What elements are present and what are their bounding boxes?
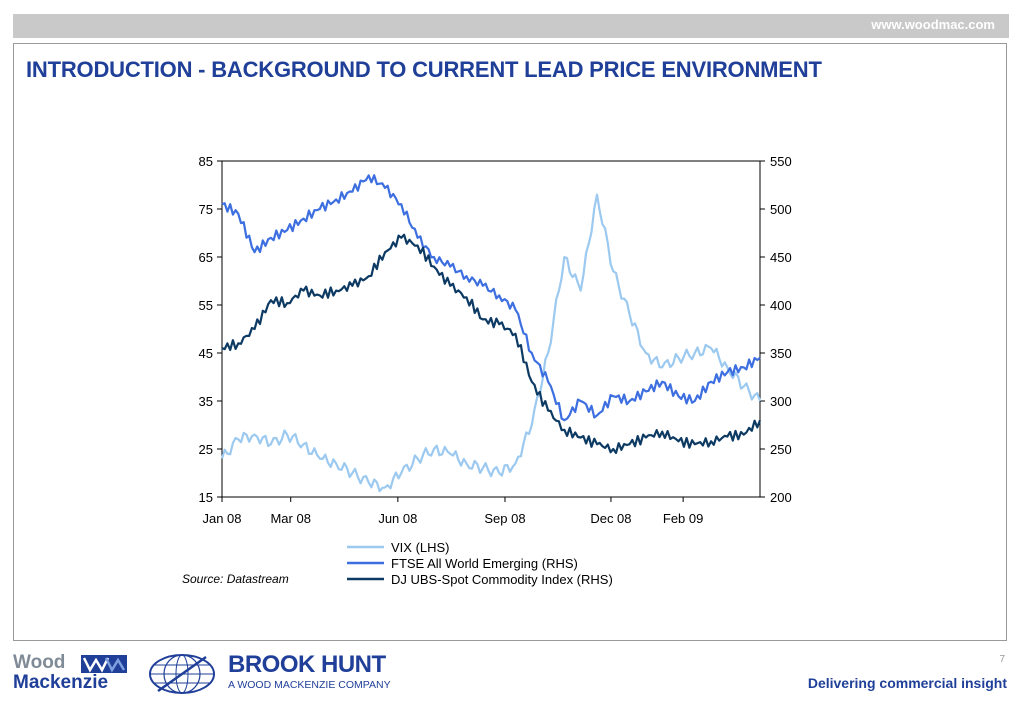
slide-title: INTRODUCTION - BACKGROUND TO CURRENT LEA… [26,57,822,82]
legend-label: VIX (LHS) [391,540,450,555]
y-right-tick-label: 200 [770,490,792,505]
y-right-tick-label: 300 [770,394,792,409]
slide-frame [13,43,1007,641]
series-line-2 [221,174,761,422]
x-tick-label: Jan 08 [202,511,241,526]
y-left-tick-label: 55 [199,298,213,313]
x-tick-label: Jun 08 [378,511,417,526]
page-number: 7 [999,654,1005,665]
y-right-tick-label: 450 [770,250,792,265]
y-left-tick-label: 25 [199,442,213,457]
source-note: Source: Datastream [182,572,289,586]
y-left-tick-label: 65 [199,250,213,265]
top-bar: www.woodmac.com [13,14,1009,38]
series-line-3 [221,233,762,455]
y-left-tick-label: 75 [199,202,213,217]
logo-text-brook-hunt: BROOK HUNT [228,651,386,678]
y-left-tick-label: 85 [199,154,213,169]
logo-text-mackenzie: Mackenzie [13,672,109,693]
x-tick-label: Feb 09 [663,511,703,526]
wood-mackenzie-logo: Wood Mackenzie [13,653,128,695]
series-line-1 [220,193,762,493]
logo-text-wood: Wood [13,652,66,673]
globe-icon [149,654,215,694]
y-right-tick-label: 500 [770,202,792,217]
y-left-tick-label: 35 [199,394,213,409]
y-left-tick-label: 15 [199,490,213,505]
legend-label: FTSE All World Emerging (RHS) [391,556,578,571]
y-right-tick-label: 350 [770,346,792,361]
wm-mark-icon [81,655,127,673]
x-tick-label: Dec 08 [590,511,631,526]
plot-frame [221,160,761,498]
brook-hunt-logo: BROOK HUNT A WOOD MACKENZIE COMPANY [146,651,406,697]
tagline: Delivering commercial insight [807,675,1007,691]
y-left-tick-label: 45 [199,346,213,361]
x-tick-label: Sep 08 [484,511,525,526]
y-right-tick-label: 250 [770,442,792,457]
website-url[interactable]: www.woodmac.com [871,17,995,32]
x-tick-label: Mar 08 [270,511,310,526]
logo-subtext: A WOOD MACKENZIE COMPANY [228,679,391,691]
y-right-tick-label: 550 [770,154,792,169]
y-right-tick-label: 400 [770,298,792,313]
legend-label: DJ UBS-Spot Commodity Index (RHS) [391,572,613,587]
